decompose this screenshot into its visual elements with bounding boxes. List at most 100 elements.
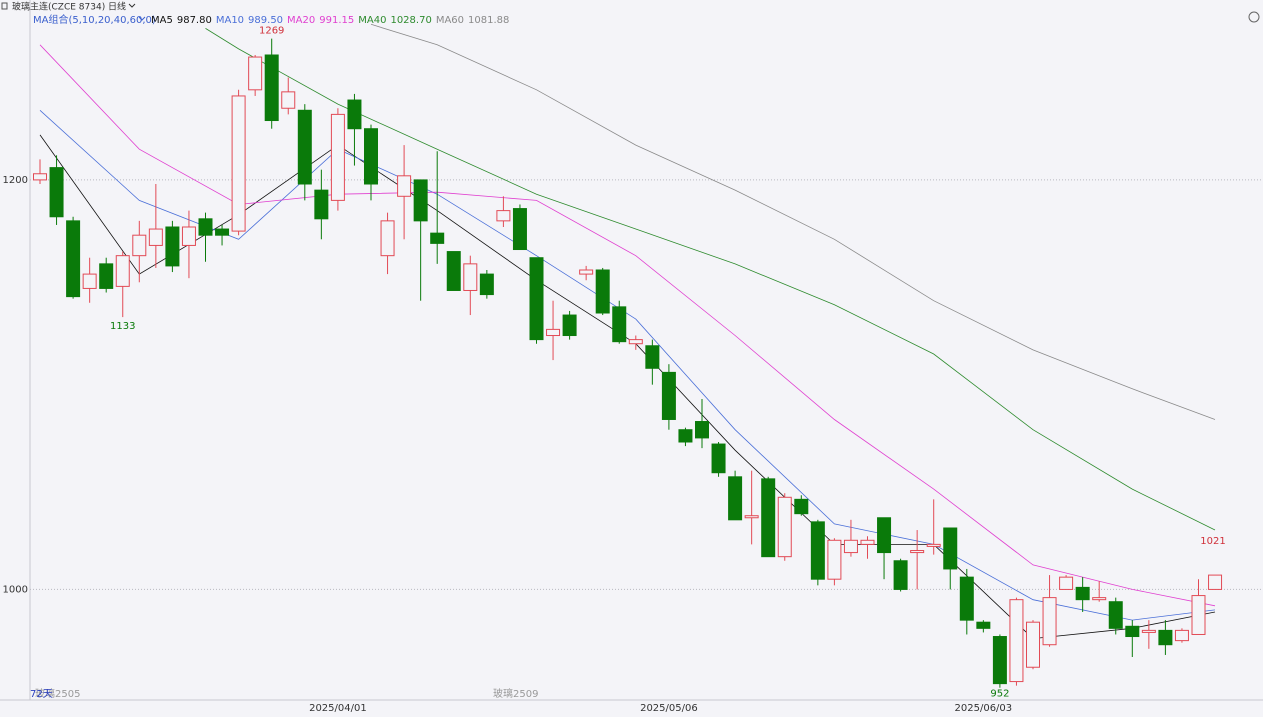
legend: MA5 987.80 MA10 989.50 MA20 991.15 MA40 1028.70… xyxy=(151,15,509,26)
candle-body xyxy=(661,371,676,420)
candle-body xyxy=(810,521,825,580)
legend-value: 989.50 xyxy=(248,15,283,26)
candle-body xyxy=(843,539,858,554)
legend-value: 991.15 xyxy=(319,15,354,26)
chart-title: 玻璃主连(CZCE 8734) xyxy=(12,1,105,13)
candle-body xyxy=(1042,597,1057,646)
candle-body xyxy=(347,99,362,130)
candle-body xyxy=(529,257,544,341)
candle-body xyxy=(198,218,213,236)
candle-body xyxy=(1009,599,1024,683)
candle-body xyxy=(1108,601,1123,629)
legend-entry: MA60 1081.88 xyxy=(436,15,510,26)
candle-body xyxy=(413,179,428,222)
candle-body xyxy=(827,539,842,580)
candle-body xyxy=(711,443,726,474)
candle-body xyxy=(1059,576,1074,590)
ma-line xyxy=(39,110,1216,621)
candle-body xyxy=(612,306,627,343)
candle-body xyxy=(132,234,147,257)
candle-body xyxy=(33,173,47,181)
candle-body xyxy=(231,95,246,232)
candle-body xyxy=(976,621,991,629)
y-tick-label: 1200 xyxy=(3,175,28,186)
x-tick-label: 2025/05/06 xyxy=(640,703,698,714)
candle-body xyxy=(364,128,378,185)
candle-body xyxy=(959,576,974,621)
ma-line xyxy=(205,28,1216,531)
candle-body xyxy=(1125,625,1140,638)
ma-line xyxy=(39,134,1216,640)
y-tick-label: 1000 xyxy=(3,584,28,595)
candle-body xyxy=(1208,574,1223,590)
candle-body xyxy=(926,543,941,547)
candle-body xyxy=(860,539,875,545)
ma-line xyxy=(39,44,1216,607)
candle-body xyxy=(430,232,445,244)
legend-entry: MA5 987.80 xyxy=(151,15,212,26)
candle-body xyxy=(695,421,709,439)
indicator[interactable]: MA组合(5,10,20,40,60,0) xyxy=(33,13,156,26)
candle-body xyxy=(281,91,296,109)
icon xyxy=(1,2,8,10)
candle-body xyxy=(181,226,196,246)
candle-body xyxy=(777,496,792,558)
candle-body xyxy=(49,167,64,218)
legend-value: 1028.70 xyxy=(390,15,431,26)
day-count: 72天 xyxy=(30,689,53,700)
legend-entry: MA40 1028.70 xyxy=(358,15,432,26)
x-tick-label: 2025/06/03 xyxy=(955,703,1013,714)
candle-body xyxy=(579,269,594,275)
candle-body xyxy=(546,328,561,337)
candle-body xyxy=(446,251,461,291)
candle-body xyxy=(1174,629,1189,642)
candle-body xyxy=(628,339,643,345)
x-tick-label: 2025/04/01 xyxy=(309,703,367,714)
candle-body xyxy=(479,273,494,296)
candle-body xyxy=(645,345,660,369)
candle-body xyxy=(463,263,478,291)
candle-body xyxy=(1026,621,1040,668)
legend-value: 1081.88 xyxy=(468,15,509,26)
candle-body xyxy=(992,636,1007,685)
candle-body xyxy=(314,189,329,220)
candle-body xyxy=(1191,595,1206,635)
annotation: 1269 xyxy=(259,26,284,37)
period[interactable]: 日线 xyxy=(108,1,126,13)
candle-body xyxy=(380,220,395,257)
candle-body xyxy=(82,273,97,289)
candle-body xyxy=(794,498,809,515)
candle-body xyxy=(943,527,958,570)
candle-body xyxy=(910,550,925,554)
legend-name: MA10 xyxy=(216,15,244,26)
candle-body xyxy=(877,517,892,554)
contract-label: 玻璃2505 xyxy=(35,687,80,700)
legend-value: 987.80 xyxy=(177,15,212,26)
candle-body xyxy=(1092,597,1107,601)
legend-entry: MA20 991.15 xyxy=(287,15,354,26)
candle-body xyxy=(99,263,114,289)
candle-body xyxy=(165,226,180,267)
ma-line xyxy=(370,23,1216,420)
candle-body xyxy=(297,109,312,185)
candle-body xyxy=(215,228,230,236)
candle-body xyxy=(115,255,130,287)
candle-body xyxy=(678,429,693,443)
annotation: 1021 xyxy=(1200,536,1225,547)
candle-body xyxy=(248,56,263,91)
candle-body xyxy=(761,478,776,558)
candle-body xyxy=(264,54,279,122)
candle-body xyxy=(496,210,511,222)
legend-name: MA60 xyxy=(436,15,464,26)
settings-icon[interactable] xyxy=(1248,11,1260,23)
candle-body xyxy=(397,175,412,197)
contract-label: 玻璃2509 xyxy=(493,687,538,700)
dropdown-icon[interactable] xyxy=(128,3,136,8)
candle-body xyxy=(330,113,345,201)
legend-name: MA40 xyxy=(358,15,386,26)
candle-body xyxy=(1141,629,1156,633)
legend-name: MA20 xyxy=(287,15,315,26)
candle-body xyxy=(744,515,759,519)
dropdown-icon[interactable] xyxy=(138,16,146,21)
